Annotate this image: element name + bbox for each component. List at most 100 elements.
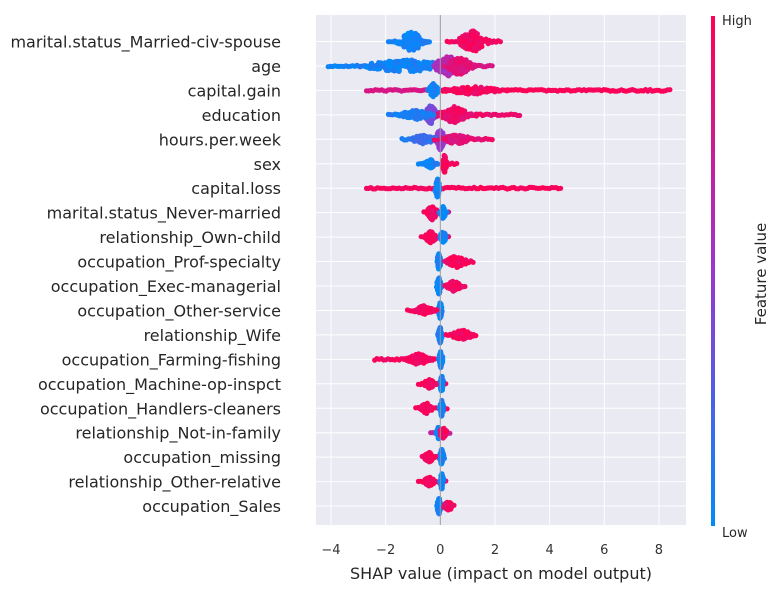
shap-point: [395, 41, 402, 47]
shap-point: [427, 240, 434, 246]
shap-point: [407, 356, 413, 362]
shap-point: [444, 260, 450, 266]
shap-point: [426, 385, 432, 391]
shap-point: [429, 481, 435, 487]
feature-row-dots: [418, 229, 452, 246]
shap-point: [418, 352, 425, 358]
shap-point: [431, 455, 437, 461]
feature-label: capital.gain: [188, 81, 281, 100]
shap-point: [479, 43, 485, 50]
shap-point: [517, 112, 523, 119]
shap-point: [424, 39, 430, 45]
shap-point: [468, 111, 474, 117]
shap-point: [426, 134, 432, 140]
shap-point: [478, 84, 484, 90]
shap-point: [456, 90, 462, 96]
shap-point: [442, 68, 448, 74]
x-tick-label: 0: [436, 543, 444, 558]
shap-point: [404, 32, 410, 38]
shap-point: [413, 30, 419, 37]
shap-point: [432, 60, 438, 66]
shap-point: [439, 238, 446, 245]
shap-point: [447, 283, 453, 289]
shap-point: [440, 432, 446, 438]
shap-point: [482, 37, 488, 43]
shap-point: [558, 185, 564, 191]
feature-label: sex: [254, 155, 281, 174]
shap-point: [368, 61, 374, 67]
x-tick-labels: −4 −2 0 2 4 6 8: [321, 543, 663, 558]
shap-point: [451, 70, 457, 76]
feature-label: occupation_Machine-op-inspct: [38, 375, 281, 395]
shap-point: [470, 259, 476, 265]
shap-point: [451, 110, 457, 116]
shap-point: [444, 55, 450, 61]
shap-point: [422, 234, 428, 240]
shap-point: [427, 111, 433, 117]
shap-point: [456, 57, 463, 64]
shap-point: [462, 89, 468, 95]
shap-point: [441, 87, 447, 93]
feature-label: occupation_Farming-fishing: [62, 350, 281, 370]
shap-point: [450, 65, 456, 71]
shap-point: [446, 65, 452, 71]
feature-row-dots: [325, 54, 495, 79]
shap-point: [667, 87, 673, 93]
shap-point: [425, 452, 431, 458]
shap-point: [474, 136, 480, 142]
shap-point: [467, 63, 473, 69]
shap-point: [447, 71, 454, 77]
feature-label: occupation_Sales: [142, 497, 281, 517]
shap-point: [411, 67, 417, 73]
shap-point: [413, 115, 420, 121]
shap-point: [453, 281, 459, 287]
shap-point: [495, 88, 501, 94]
feature-label: relationship_Other-relative: [68, 473, 281, 493]
shap-point: [456, 109, 462, 115]
shap-point: [393, 58, 399, 65]
feature-row-dots: [363, 81, 673, 100]
shap-point: [443, 136, 449, 142]
shap-point: [414, 40, 420, 47]
shap-point: [401, 44, 407, 50]
shap-point: [401, 63, 407, 69]
shap-point: [420, 39, 426, 45]
shap-point: [449, 261, 455, 267]
shap-point: [466, 86, 472, 92]
x-tick-label: 4: [545, 543, 553, 558]
shap-point: [467, 37, 473, 43]
shap-point: [462, 59, 468, 65]
feature-label: occupation_Prof-specialty: [77, 253, 281, 273]
shap-point: [454, 138, 460, 144]
shap-point: [411, 60, 417, 66]
shap-point: [471, 62, 477, 69]
colorbar-low-label: Low: [722, 526, 748, 541]
shap-point: [419, 405, 425, 411]
shap-point: [426, 235, 432, 241]
shap-point: [470, 332, 476, 338]
shap-point: [387, 59, 393, 65]
feature-label: relationship_Wife: [144, 326, 281, 346]
x-tick-label: 8: [655, 543, 663, 558]
shap-point: [460, 108, 467, 114]
shap-point: [454, 66, 460, 72]
shap-point: [460, 283, 466, 290]
feature-label: occupation_Exec-managerial: [51, 277, 281, 297]
shap-point: [380, 63, 386, 69]
shap-point: [438, 380, 445, 386]
shap-point: [438, 386, 444, 392]
shap-point: [431, 137, 437, 143]
shap-point: [425, 307, 431, 313]
shap-point: [435, 181, 441, 187]
shap-point: [424, 59, 430, 65]
shap-point: [363, 64, 369, 70]
shap-point: [450, 255, 456, 261]
shap-point: [451, 88, 457, 94]
feature-label: occupation_missing: [123, 448, 281, 468]
shap-point: [460, 43, 466, 49]
x-tick-label: −4: [321, 543, 340, 558]
shap-point: [433, 161, 439, 167]
feature-row-dots: [433, 275, 468, 297]
shap-point: [458, 331, 464, 337]
shap-point: [427, 405, 433, 411]
